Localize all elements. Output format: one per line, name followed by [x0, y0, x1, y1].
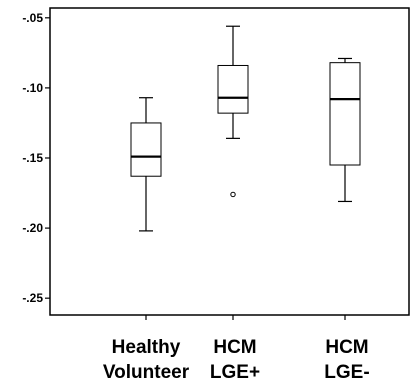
y-tick-label: -.15 [22, 151, 43, 165]
category-label: HCM [213, 337, 256, 358]
y-tick-label: -.05 [22, 11, 43, 25]
category-label: Healthy [112, 337, 181, 358]
box-group [329, 57, 361, 203]
x-axis: Healthy Volunteer HCM LGE+ HCM LGE- [103, 315, 370, 383]
category-label: LGE+ [210, 362, 260, 383]
category-label: HCM [325, 337, 368, 358]
box-group [130, 97, 162, 232]
y-tick-label: -.10 [22, 81, 43, 95]
plot-frame [49, 7, 410, 316]
category-label: Volunteer [103, 362, 190, 383]
box-group [217, 25, 249, 198]
boxes [130, 25, 361, 232]
outlier-point [230, 191, 236, 198]
y-tick-label: -.20 [22, 221, 43, 235]
iqr-box [130, 122, 162, 177]
y-axis: -.05 -.10 -.15 -.20 -.25 [22, 11, 50, 305]
category-label: LGE- [324, 362, 369, 383]
iqr-box [329, 62, 361, 166]
iqr-box [217, 64, 249, 114]
y-tick-label: -.25 [22, 291, 43, 305]
